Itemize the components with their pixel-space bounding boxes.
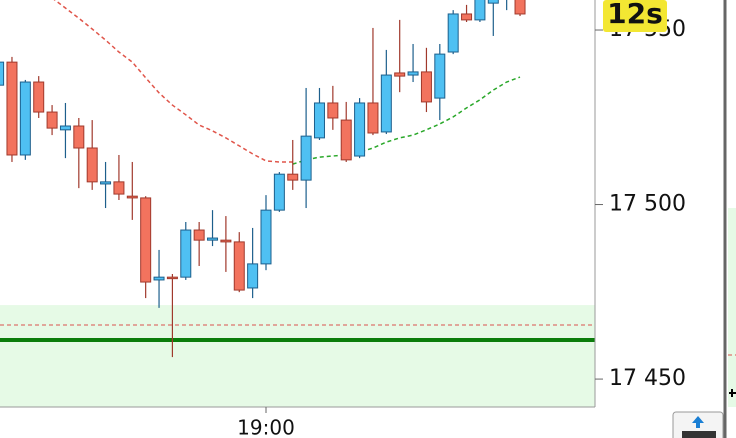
candle-body bbox=[126, 195, 138, 199]
candle-body bbox=[327, 102, 339, 119]
candle-body bbox=[447, 13, 459, 53]
badge-box bbox=[603, 0, 667, 32]
crosshair-icon bbox=[729, 389, 736, 397]
candle-body bbox=[514, 0, 526, 15]
candle-body bbox=[220, 239, 232, 243]
moving-average bbox=[53, 0, 293, 163]
candle-body bbox=[247, 263, 259, 289]
scroll-button[interactable] bbox=[672, 411, 724, 438]
moving-average bbox=[292, 76, 521, 165]
candle-body bbox=[273, 173, 285, 211]
candle-body bbox=[233, 241, 245, 291]
button-icon bbox=[692, 416, 704, 428]
candle-body bbox=[6, 61, 18, 156]
candle-body bbox=[474, 0, 486, 21]
candle-body bbox=[300, 135, 312, 181]
candle-body bbox=[487, 0, 499, 4]
candle-body bbox=[33, 81, 45, 113]
side-zone bbox=[728, 208, 736, 407]
candle-body bbox=[340, 119, 352, 161]
candle-body bbox=[260, 209, 272, 265]
candle-body bbox=[313, 102, 325, 139]
candle-body bbox=[19, 81, 31, 156]
candle-body bbox=[180, 229, 192, 278]
candle-body bbox=[367, 102, 379, 134]
candle-body bbox=[59, 125, 71, 131]
y-tick-label: 17 500 bbox=[609, 192, 686, 217]
candle-body bbox=[394, 72, 406, 77]
candle-body bbox=[46, 111, 58, 129]
candle-body bbox=[153, 276, 165, 281]
candle-body bbox=[407, 71, 419, 76]
candle-body bbox=[287, 173, 299, 181]
plot-area bbox=[0, 0, 595, 407]
candle-body bbox=[193, 229, 205, 241]
countdown: 12s bbox=[607, 0, 663, 30]
candle-body bbox=[0, 61, 5, 86]
y-tick-label: 17 450 bbox=[609, 366, 686, 391]
candle-body bbox=[140, 197, 152, 283]
candle-body bbox=[461, 13, 473, 21]
candle-body bbox=[86, 147, 98, 183]
candle-body bbox=[166, 276, 178, 280]
candle-body bbox=[113, 181, 125, 195]
candle-body bbox=[434, 53, 446, 99]
candle-body bbox=[73, 125, 85, 149]
candle-body bbox=[207, 237, 219, 241]
zone bbox=[0, 305, 595, 407]
countdown-badge: 12s bbox=[603, 0, 667, 32]
candle-body bbox=[100, 181, 112, 185]
candle-body bbox=[380, 74, 392, 133]
button-icon bbox=[682, 431, 716, 438]
x-tick-label: 19:00 bbox=[237, 416, 295, 438]
candle-body bbox=[354, 102, 366, 157]
candle-body bbox=[420, 71, 432, 103]
